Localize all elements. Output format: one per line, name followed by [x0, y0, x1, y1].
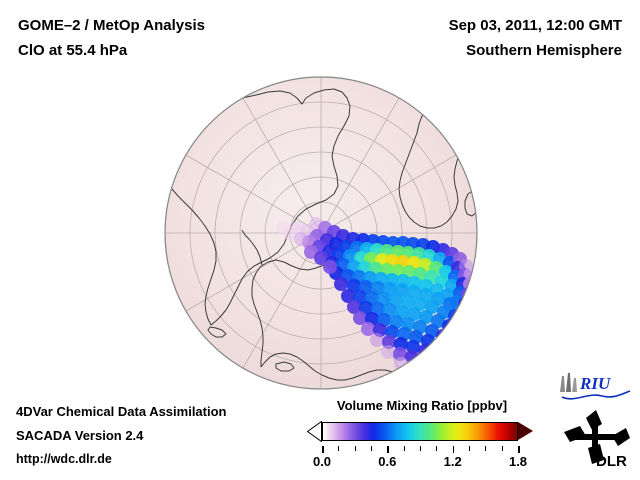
colorbar-tick-label: 1.8: [508, 454, 528, 469]
colorbar-tick-label: 1.2: [443, 454, 462, 469]
colorbar-minor-tick: [469, 446, 470, 451]
plume-pixel: [424, 359, 438, 373]
plume-pixel: [381, 345, 395, 359]
coastline-tierra-del-fuego: [207, 326, 227, 338]
colorbar-over-arrow: [518, 422, 533, 440]
colorbar-under-arrow: [307, 421, 322, 442]
dlr-propeller-icon: [564, 410, 630, 464]
colorbar-major-tick: [518, 446, 520, 453]
coastline-antarctic-peninsula: [241, 229, 263, 266]
plume-pixel: [451, 317, 465, 331]
plume-pixel: [314, 251, 328, 265]
globe-limb: [164, 76, 478, 390]
plume-pixel: [323, 260, 337, 274]
colorbar-area: [306, 420, 538, 446]
colorbar-major-tick: [322, 446, 324, 453]
colorbar-tick-label: 0.0: [312, 454, 332, 469]
dlr-logo: DLR: [564, 410, 630, 470]
colorbar-minor-tick: [354, 446, 356, 451]
plume-pixel: [341, 289, 355, 303]
plume-pixel: [446, 327, 460, 341]
plume-pixel: [294, 232, 308, 246]
coastline-south-america: [166, 88, 351, 326]
plume-pixel: [370, 333, 384, 347]
species-subtitle: ClO at 55.4 hPa: [18, 42, 128, 59]
colorbar-minor-tick: [403, 446, 405, 451]
colorbar-tick-label: 0.6: [378, 454, 397, 469]
globe-map: [164, 76, 478, 390]
page-title: GOME–2 / MetOp Analysis: [18, 17, 205, 34]
footer-line-assimilation: 4DVar Chemical Data Assimilation: [16, 404, 227, 419]
clo-data-plume: [276, 217, 477, 378]
plume-pixel: [415, 364, 429, 378]
plume-pixel: [440, 337, 454, 351]
plume-pixel: [276, 221, 290, 235]
plume-pixel: [361, 322, 375, 336]
footer-line-url: http://wdc.dlr.de: [16, 452, 112, 466]
footer-line-version: SACADA Version 2.4: [16, 428, 144, 443]
colorbar-minor-tick: [485, 446, 487, 451]
colorbar-minor-tick: [501, 446, 503, 451]
colorbar-minor-tick: [420, 446, 421, 451]
colorbar-minor-tick: [436, 446, 438, 451]
colorbar-ticks: [306, 446, 538, 454]
plume-pixel: [442, 319, 456, 333]
riu-chimney-icon: [560, 373, 577, 392]
colorbar-legend: Volume Mixing Ratio [ppbv] 0.0 0.6 1.2 1.8: [306, 398, 538, 476]
dlr-wordmark: DLR: [596, 453, 627, 470]
colorbar-minor-tick: [371, 446, 372, 451]
colorbar-tick-labels: 0.0 0.6 1.2 1.8: [306, 454, 538, 474]
colorbar-title: Volume Mixing Ratio [ppbv]: [336, 398, 508, 413]
plume-pixel: [427, 349, 441, 363]
riu-wave-icon: [561, 390, 631, 400]
plume-pixel: [405, 360, 419, 374]
colorbar-gradient: [322, 422, 518, 441]
colorbar-minor-tick: [338, 446, 340, 451]
datetime-label: Sep 03, 2011, 12:00 GMT: [448, 17, 622, 34]
plume-pixel: [461, 287, 475, 301]
plume-pixel: [353, 311, 367, 325]
orthographic-projection-svg: [164, 76, 478, 390]
coastline-falklands: [275, 361, 295, 372]
colorbar-major-tick: [387, 446, 389, 453]
plume-pixel: [418, 344, 432, 358]
plume-pixel: [416, 354, 430, 368]
riu-wordmark: RIU: [579, 374, 611, 393]
plume-pixel: [334, 277, 348, 291]
hemisphere-label: Southern Hemisphere: [466, 42, 622, 59]
coastline-madagascar: [464, 189, 477, 217]
colorbar-major-tick: [452, 446, 455, 453]
riu-logo: RIU: [560, 373, 631, 400]
plume-pixel: [347, 300, 361, 314]
